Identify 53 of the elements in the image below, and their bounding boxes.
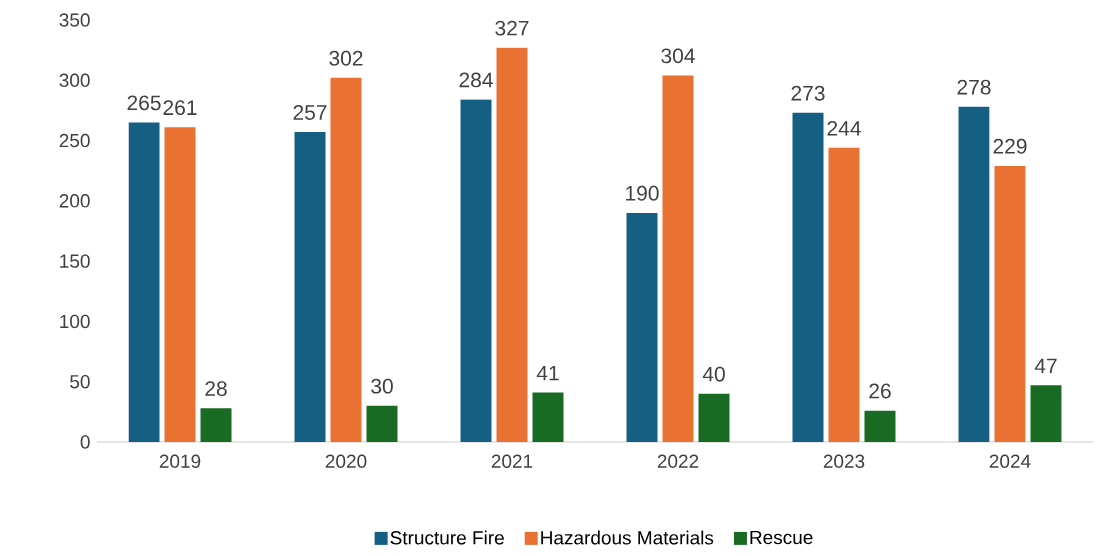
data-label: 47 xyxy=(1034,358,1057,374)
x-tick-label: 2021 xyxy=(491,454,533,468)
data-label: 284 xyxy=(459,72,493,88)
x-tick-label: 2024 xyxy=(989,454,1031,468)
x-tick-label: 2019 xyxy=(159,454,201,468)
data-label: 229 xyxy=(993,138,1027,154)
bar xyxy=(200,408,232,442)
data-label: 257 xyxy=(293,105,327,120)
bar xyxy=(1030,385,1062,442)
legend-label: Hazardous Materials xyxy=(541,530,714,545)
bar xyxy=(128,122,160,442)
data-label: 273 xyxy=(791,85,825,101)
bar xyxy=(164,127,196,442)
bar xyxy=(828,147,860,442)
bar xyxy=(958,106,990,442)
y-tick-label: 300 xyxy=(59,73,90,88)
bar xyxy=(366,405,398,442)
legend-label: Structure Fire xyxy=(390,530,504,545)
bar xyxy=(330,77,362,442)
data-label: 41 xyxy=(536,365,559,381)
bar xyxy=(662,75,694,442)
y-tick-label: 250 xyxy=(59,133,90,148)
legend-label: Rescue xyxy=(750,530,813,545)
data-label: 26 xyxy=(869,383,891,399)
data-label: 244 xyxy=(827,120,861,136)
bar xyxy=(460,99,492,442)
bar xyxy=(698,393,730,442)
bar xyxy=(792,112,824,442)
data-label: 40 xyxy=(702,366,725,382)
y-tick-label: 350 xyxy=(59,13,90,27)
y-tick-label: 50 xyxy=(70,374,90,389)
data-label: 278 xyxy=(957,79,991,95)
x-tick-label: 2022 xyxy=(657,454,699,468)
x-tick-label: 2020 xyxy=(325,454,367,468)
bar xyxy=(994,165,1026,442)
x-tick-label: 2023 xyxy=(823,454,865,468)
data-label: 265 xyxy=(127,95,161,111)
data-label: 302 xyxy=(329,50,363,66)
bar xyxy=(532,392,564,442)
y-tick-label: 0 xyxy=(80,435,90,449)
data-label: 28 xyxy=(205,381,227,397)
bar xyxy=(294,132,326,442)
data-label: 261 xyxy=(163,100,197,116)
data-label: 30 xyxy=(371,378,393,394)
y-tick-label: 150 xyxy=(60,254,90,268)
y-tick-label: 100 xyxy=(60,314,90,329)
bar xyxy=(864,410,896,442)
data-label: 190 xyxy=(626,185,659,201)
bar xyxy=(496,47,528,442)
data-label: 327 xyxy=(495,20,529,36)
y-tick-label: 200 xyxy=(59,194,90,208)
data-label: 304 xyxy=(661,48,695,64)
bar xyxy=(626,212,658,442)
